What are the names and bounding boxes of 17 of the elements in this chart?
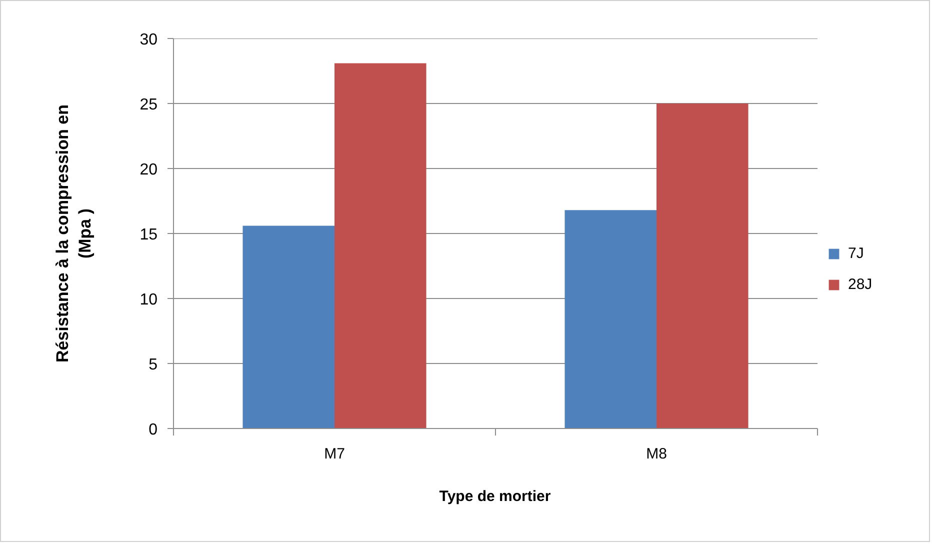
bar (242, 226, 334, 428)
y-tick-label: 30 (140, 32, 158, 48)
x-tick-label: M8 (646, 446, 667, 462)
bar (334, 63, 426, 428)
x-axis-title: Type de mortier (439, 487, 551, 507)
y-tick-label: 10 (140, 292, 158, 308)
x-tick-label: M7 (324, 446, 345, 462)
bar (656, 104, 748, 428)
y-tick-label: 0 (148, 422, 158, 438)
legend-label: 7J (848, 245, 865, 262)
y-tick-label: 15 (140, 226, 158, 244)
y-axis-title: Résistance à la compression en (Mpa ) (52, 104, 95, 362)
y-tick-label: 25 (140, 96, 158, 114)
legend-label: 28J (848, 276, 872, 293)
y-tick-label: 5 (148, 356, 158, 374)
bar (564, 210, 656, 428)
y-tick-label: 20 (140, 162, 158, 178)
